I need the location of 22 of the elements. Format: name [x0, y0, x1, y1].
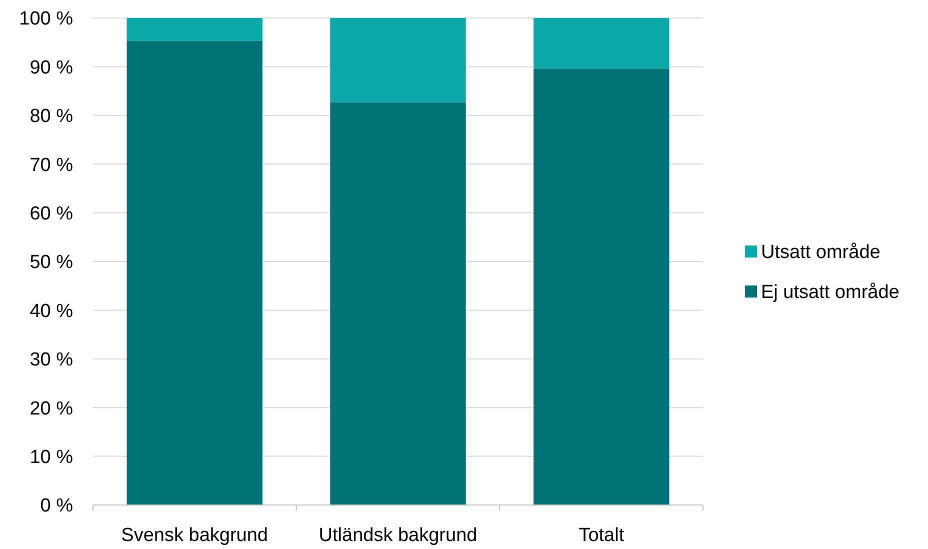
x-tick-label: Svensk bakgrund — [121, 525, 268, 546]
y-tick-label: 90 % — [30, 57, 74, 78]
legend-label: Utsatt område — [761, 242, 880, 264]
bar — [330, 18, 466, 102]
y-tick-label: 60 % — [30, 203, 74, 224]
legend-label: Ej utsatt område — [761, 282, 900, 304]
x-tick-label: Utländsk bakgrund — [318, 525, 478, 546]
bar — [126, 40, 262, 505]
y-tick-label: 80 % — [30, 106, 74, 128]
y-tick-label: 0 % — [40, 496, 74, 517]
y-tick-label: 50 % — [30, 252, 74, 274]
bar — [126, 18, 262, 41]
bar — [330, 102, 466, 505]
y-tick-label: 100 % — [19, 8, 74, 30]
y-tick-label: 20 % — [30, 398, 74, 420]
bar — [534, 18, 670, 69]
bar — [534, 68, 670, 505]
y-tick-label: 30 % — [30, 350, 74, 371]
y-tick-label: 10 % — [30, 446, 74, 468]
y-tick-label: 40 % — [30, 300, 74, 322]
x-tick-label: Totalt — [578, 525, 625, 546]
y-tick-label: 70 % — [30, 154, 74, 176]
